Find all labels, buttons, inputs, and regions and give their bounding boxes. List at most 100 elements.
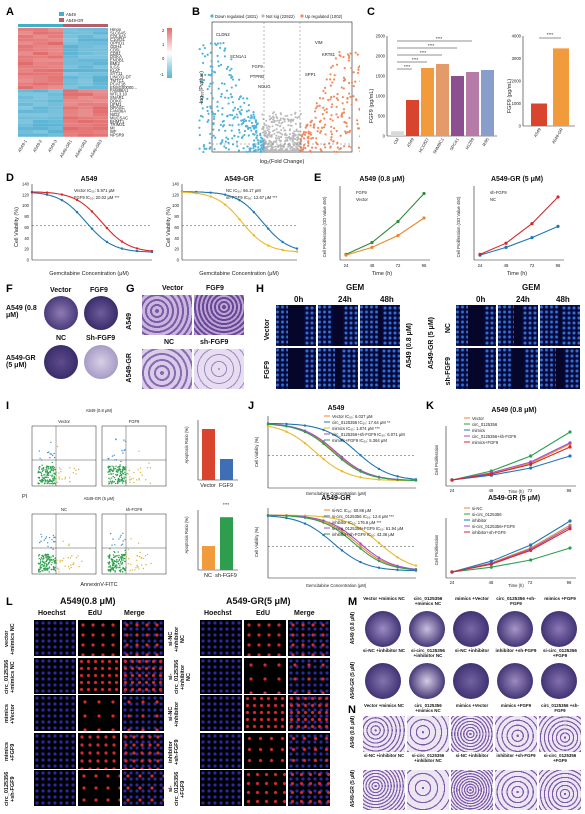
volcano-point-down: [219, 42, 222, 45]
flow-event: [47, 555, 49, 557]
volcano-point-up: [302, 146, 305, 149]
volcano-point-up: [359, 80, 360, 83]
volcano-point-down: [206, 105, 209, 109]
flow-event: [51, 476, 53, 478]
volcano-point-up: [325, 111, 328, 114]
volcano-point-up: [300, 135, 303, 138]
volcano-point-down: [221, 139, 224, 142]
edu-image-edu: [78, 732, 120, 769]
volcano-point-down: [208, 85, 211, 88]
volcano-point-down: [211, 97, 214, 100]
j-top-curve-point: [340, 455, 344, 459]
panel-a: A A549 A549-GR 2 1 0 -1 Hmox SLC6A5 COL6A1…: [4, 6, 174, 166]
transwell-image: [363, 716, 405, 752]
d-left-legend-1: FGF9 IC₅₀: 20.02 μM ***: [74, 195, 120, 200]
volcano-point-down: [227, 96, 230, 100]
volcano-point-ns: [280, 128, 283, 131]
edu-image-hoechst: [200, 657, 242, 694]
heat-cell: [63, 55, 78, 59]
edu-row-label: mimics +Vector: [4, 703, 16, 725]
volcano-point-down: [206, 88, 209, 91]
d-fgf9-curve-point: [150, 249, 154, 253]
volcano-point-up: [357, 66, 360, 69]
flow-event: [53, 562, 56, 564]
volcano-point-down: [234, 84, 238, 87]
flow-event: [48, 567, 50, 569]
heat-gene-label: FAM36A: [110, 109, 126, 114]
panel-m: M Vector +mimics NC circ_0125356 +mimics …: [348, 596, 582, 700]
volcano-point-up: [314, 146, 317, 149]
j-bottom-curve-point: [377, 541, 381, 545]
volcano-point-down: [201, 81, 204, 84]
flow-event: [70, 566, 72, 569]
flow-event: [125, 466, 127, 468]
volcano-point-down: [235, 140, 239, 143]
l-left-title: A549(0.8 μM): [60, 596, 116, 606]
volcano-point-down: [232, 117, 235, 120]
heat-cell: [78, 126, 93, 130]
heat-cell: [33, 82, 48, 86]
volcano-point-down: [210, 60, 213, 63]
flow-event: [124, 560, 126, 563]
heat-cell: [18, 65, 33, 69]
flow-event: [121, 450, 123, 452]
h-left-t0: 0h: [294, 295, 304, 304]
legend-dot-ns: [261, 14, 265, 18]
flow-event: [53, 536, 55, 539]
transwell-image: [539, 716, 581, 752]
volcano-point-ns: [286, 117, 289, 120]
heat-cell: [93, 41, 108, 45]
volcano-point-ns: [263, 141, 266, 144]
volcano-point-up: [322, 97, 325, 100]
flow-event: [141, 474, 143, 476]
flow-event: [43, 557, 45, 560]
volcano-point-down: [217, 64, 220, 68]
flow-event: [120, 544, 123, 546]
heat-cell: [78, 119, 93, 124]
edu-row-label: circ_0125356 +sh-FGF9: [4, 771, 16, 806]
heat-cell: [78, 45, 93, 49]
flow-event: [53, 477, 55, 479]
volcano-point-up: [310, 119, 313, 122]
flow-event: [109, 568, 112, 571]
flow-event: [44, 469, 46, 471]
heat-cell: [93, 65, 108, 69]
heatmap-color-scale: [167, 28, 172, 78]
heat-cell: [63, 109, 78, 113]
legend-dot-down: [210, 14, 214, 18]
flow-event: [113, 468, 115, 470]
volcano-point-ns: [287, 150, 290, 153]
volcano-point-ns: [268, 118, 271, 121]
flow-event: [59, 559, 61, 561]
flow-event: [54, 468, 57, 471]
heat-cell: [93, 28, 108, 32]
flow-event: [68, 544, 70, 547]
volcano-point-down: [258, 148, 262, 151]
d-vector-curve-point: [75, 210, 79, 214]
volcano-point-up: [333, 74, 336, 77]
e-left-xtick: 48: [370, 263, 375, 268]
flow-event: [109, 532, 112, 535]
volcano-point-up: [350, 146, 353, 149]
flow-event: [49, 478, 51, 481]
volcano-point-ns: [272, 112, 275, 115]
volcano-point-down: [211, 110, 214, 114]
flow-event: [45, 556, 47, 559]
heat-cell: [78, 116, 93, 120]
col-label: Vector +mimics NC: [364, 703, 404, 708]
volcano-point-down: [236, 116, 239, 119]
col-label: si-circ_0125356 +FGF9: [543, 648, 577, 659]
flow-event: [112, 475, 114, 478]
flow-event: [139, 471, 142, 474]
volcano-point-up: [355, 98, 358, 101]
heat-cell: [93, 82, 108, 86]
flow-event: [47, 465, 49, 468]
volcano-point-ns: [290, 113, 293, 116]
volcano-point-ns: [277, 150, 280, 153]
heat-cell: [93, 130, 108, 134]
wound-cells-right: [381, 348, 400, 389]
wound-cells-left: [360, 305, 378, 346]
flow-event: [44, 553, 47, 556]
volcano-point-down: [257, 146, 260, 149]
j-top-legend: mimics IC₅₀: 1.874 μM ***: [332, 426, 380, 431]
